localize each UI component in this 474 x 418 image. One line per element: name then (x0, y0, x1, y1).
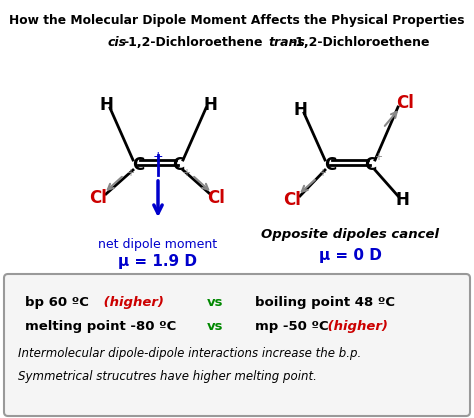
Text: C: C (172, 156, 184, 174)
Text: Cl: Cl (283, 191, 301, 209)
Text: +: + (318, 168, 326, 178)
Text: +: + (374, 152, 382, 162)
Text: -1,2-Dichloroethene: -1,2-Dichloroethene (123, 36, 263, 49)
Text: Cl: Cl (207, 189, 225, 207)
Text: cis: cis (108, 36, 127, 49)
Text: H: H (203, 96, 217, 114)
Text: +: + (126, 168, 134, 178)
Text: Cl: Cl (396, 94, 414, 112)
Text: net dipole moment: net dipole moment (99, 238, 218, 251)
Text: μ = 1.9 D: μ = 1.9 D (118, 254, 198, 269)
Text: H: H (99, 96, 113, 114)
Text: How the Molecular Dipole Moment Affects the Physical Properties: How the Molecular Dipole Moment Affects … (9, 14, 465, 27)
Text: H: H (395, 191, 409, 209)
Text: melting point -80 ºC: melting point -80 ºC (25, 320, 176, 333)
Text: mp -50 ºC: mp -50 ºC (255, 320, 328, 333)
Text: C: C (132, 156, 144, 174)
FancyBboxPatch shape (4, 274, 470, 416)
Text: +: + (153, 150, 164, 163)
Text: μ = 0 D: μ = 0 D (319, 248, 382, 263)
Text: C: C (364, 156, 376, 174)
Text: (higher): (higher) (99, 296, 164, 309)
Text: Cl: Cl (89, 189, 107, 207)
Text: C: C (324, 156, 336, 174)
Text: bp 60 ºC: bp 60 ºC (25, 296, 89, 309)
Text: vs: vs (207, 296, 223, 309)
Text: -1,2-Dichloroethene: -1,2-Dichloroethene (290, 36, 429, 49)
Text: Intermolecular dipole-dipole interactions increase the b.p.: Intermolecular dipole-dipole interaction… (18, 347, 361, 360)
Text: (higher): (higher) (323, 320, 388, 333)
Text: +: + (182, 168, 190, 178)
Text: trans: trans (268, 36, 305, 49)
Text: boiling point 48 ºC: boiling point 48 ºC (255, 296, 395, 309)
Text: H: H (293, 101, 307, 119)
Text: Opposite dipoles cancel: Opposite dipoles cancel (261, 228, 439, 241)
Text: Symmetrical strucutres have higher melting point.: Symmetrical strucutres have higher melti… (18, 370, 317, 383)
Text: vs: vs (207, 320, 223, 333)
